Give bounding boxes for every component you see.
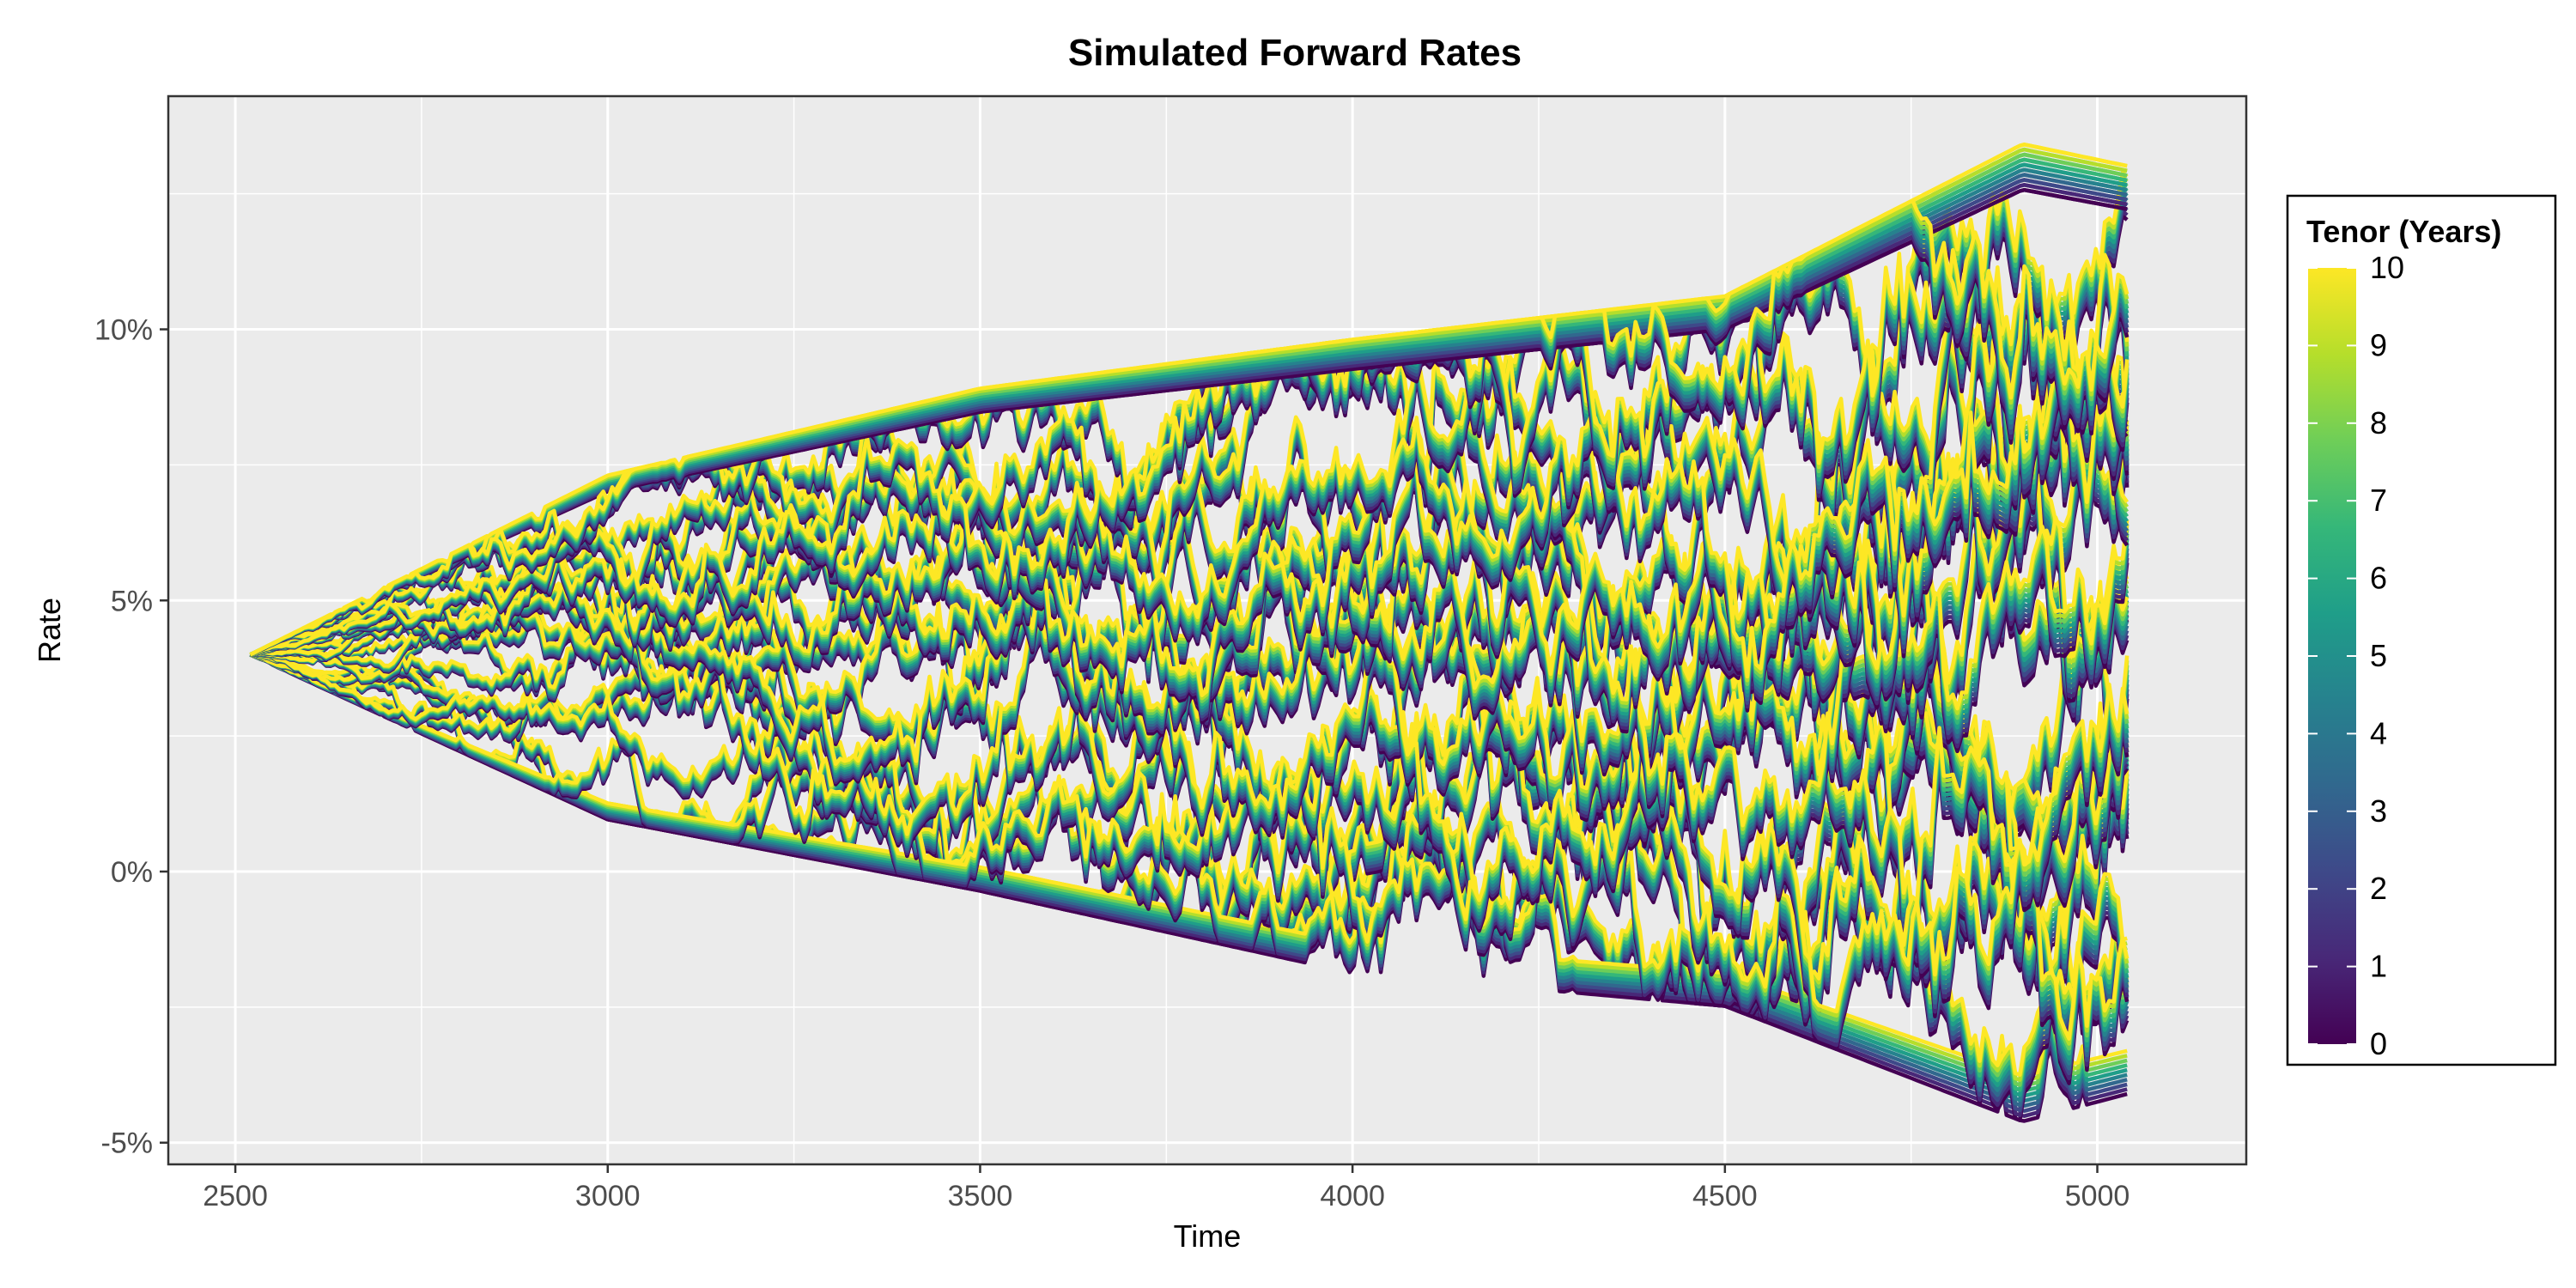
legend-title: Tenor (Years): [2306, 214, 2501, 249]
legend-ticks: 0 1 2 3 4 5 6 7 8 9 10: [2308, 250, 2404, 1061]
plot-border: [167, 94, 2248, 1166]
forward-rate-path: [249, 339, 2129, 679]
x-axis-title: Time: [1174, 1218, 1242, 1254]
legend-tick-label: 5: [2370, 638, 2387, 673]
legend-tick-label: 2: [2370, 871, 2387, 906]
forward-rate-paths: [249, 143, 2129, 1123]
x-tick-label: 2500: [203, 1180, 268, 1212]
x-axis-ticks: 2500 3000 3500 4000 4500 5000: [203, 1164, 2129, 1212]
legend-tick-label: 0: [2370, 1026, 2387, 1061]
y-tick-label: 5%: [111, 585, 153, 617]
legend-tick-label: 10: [2370, 250, 2404, 285]
chart-title: Simulated Forward Rates: [1068, 32, 1522, 74]
legend-tick-label: 3: [2370, 793, 2387, 829]
x-tick-label: 4500: [1692, 1180, 1758, 1212]
forward-rate-path: [250, 545, 2129, 1014]
forward-rate-path: [250, 653, 2129, 1041]
legend-tick-label: 4: [2370, 715, 2387, 750]
legend-tick-label: 7: [2370, 483, 2387, 518]
x-tick-label: 3000: [575, 1180, 641, 1212]
legend: Tenor (Years) 0 1 2 3 4 5 6 7 8 9 10: [2286, 194, 2557, 1066]
x-tick-label: 5000: [2065, 1180, 2130, 1212]
forward-rate-path: [249, 581, 2129, 969]
legend-tick-label: 6: [2370, 561, 2387, 596]
y-axis-title: Rate: [32, 598, 67, 663]
x-tick-label: 4000: [1320, 1180, 1385, 1212]
legend-tick-label: 1: [2370, 949, 2387, 984]
x-tick-label: 3500: [948, 1180, 1013, 1212]
legend-tick-label: 8: [2370, 405, 2387, 440]
legend-tick-label: 9: [2370, 327, 2387, 362]
forward-rate-path: [249, 198, 2129, 657]
y-tick-label: -5%: [101, 1127, 153, 1160]
forward-rate-path: [249, 191, 2129, 657]
y-tick-label: 0%: [111, 856, 153, 889]
y-axis-ticks: -5% 0% 5% 10%: [94, 314, 168, 1160]
y-tick-label: 10%: [94, 314, 153, 347]
